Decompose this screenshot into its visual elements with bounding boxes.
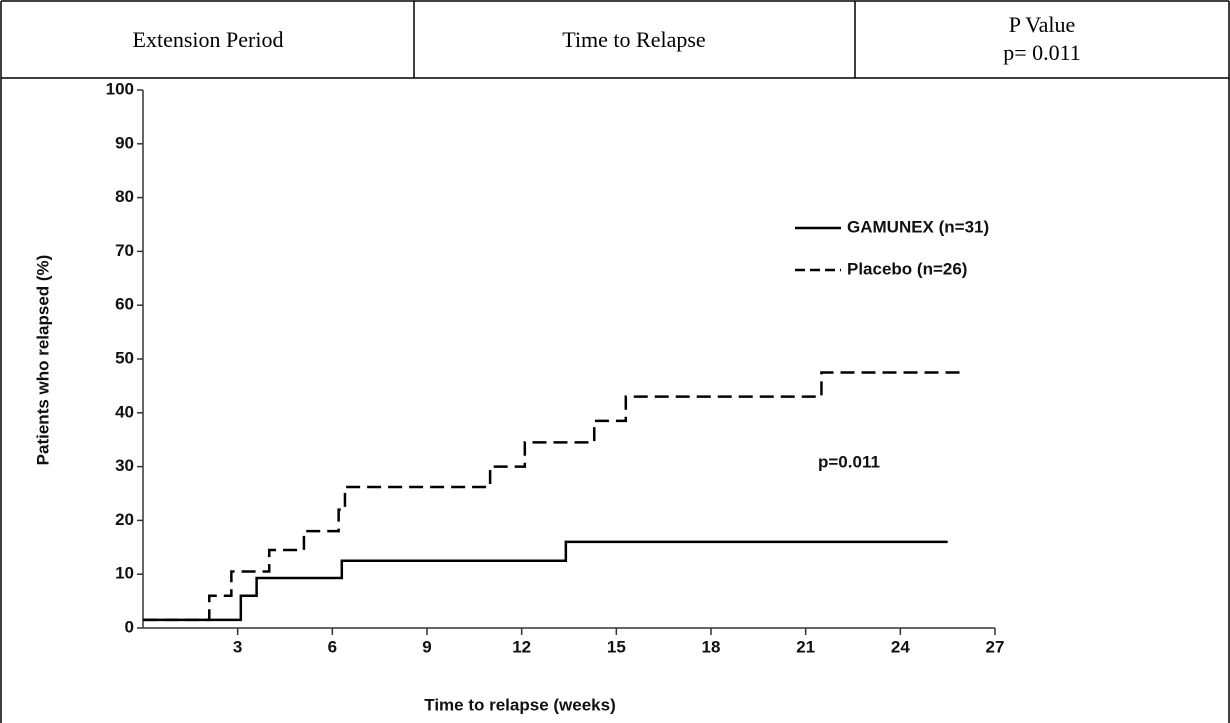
- y-tick-label: 40: [115, 402, 134, 421]
- legend-label: GAMUNEX (n=31): [847, 217, 989, 236]
- header-cell: Time to Relapse: [562, 27, 705, 52]
- x-tick-label: 3: [233, 637, 242, 656]
- series-line: [143, 540, 948, 622]
- x-tick-label: 27: [986, 637, 1005, 656]
- y-tick-label: 70: [115, 241, 134, 260]
- y-tick-label: 30: [115, 456, 134, 475]
- y-tick-label: 90: [115, 133, 134, 152]
- header-cell: Extension Period: [133, 27, 284, 52]
- annotation: p=0.011: [818, 452, 880, 471]
- x-tick-label: 15: [607, 637, 626, 656]
- header-cell: P Value: [1009, 12, 1076, 37]
- y-tick-label: 20: [115, 510, 134, 529]
- x-tick-label: 6: [328, 637, 337, 656]
- p-value: p= 0.011: [1003, 40, 1081, 65]
- y-tick-label: 100: [106, 79, 134, 98]
- x-tick-label: 9: [422, 637, 431, 656]
- series-line: [143, 371, 964, 622]
- y-axis-label: Patients who relapsed (%): [33, 255, 52, 466]
- y-tick-label: 60: [115, 295, 134, 314]
- x-axis-label: Time to relapse (weeks): [424, 695, 616, 714]
- x-tick-label: 18: [702, 637, 721, 656]
- y-tick-label: 10: [115, 564, 134, 583]
- y-tick-label: 0: [125, 617, 134, 636]
- legend-label: Placebo (n=26): [847, 259, 967, 278]
- y-tick-label: 80: [115, 187, 134, 206]
- x-tick-label: 21: [796, 637, 815, 656]
- y-tick-label: 50: [115, 348, 134, 367]
- x-tick-label: 24: [891, 637, 910, 656]
- x-tick-label: 12: [512, 637, 531, 656]
